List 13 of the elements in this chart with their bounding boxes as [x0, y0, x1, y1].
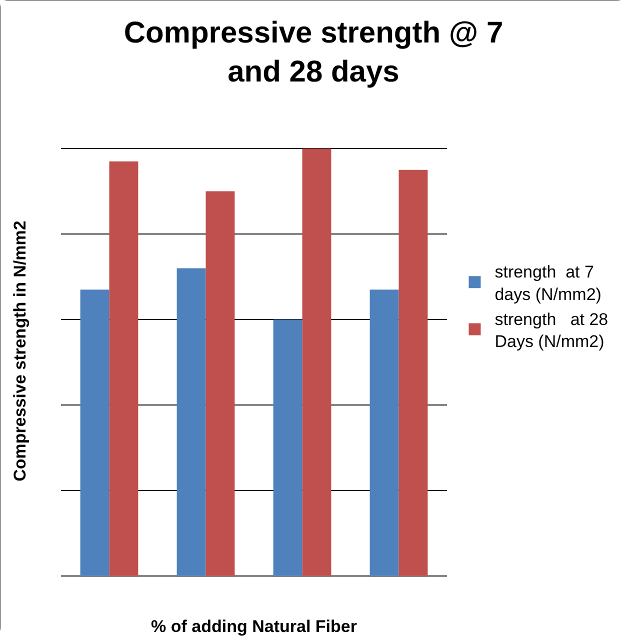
bar	[80, 290, 110, 576]
bar	[398, 170, 428, 576]
legend-label: strength at 28 Days (N/mm2)	[494, 310, 608, 351]
bar	[273, 320, 302, 576]
bar	[206, 191, 235, 576]
bar	[302, 148, 332, 576]
bar	[370, 290, 399, 576]
y-axis-title: Compressive strength in N/mm2	[10, 220, 30, 482]
chart-title: Compressive strength @ 7 and 28 days	[124, 16, 504, 88]
bar	[176, 268, 206, 576]
x-axis-title: % of adding Natural Fiber	[151, 617, 358, 636]
bar	[109, 161, 138, 576]
legend-label: strength at 7 days (N/mm2)	[494, 262, 602, 304]
